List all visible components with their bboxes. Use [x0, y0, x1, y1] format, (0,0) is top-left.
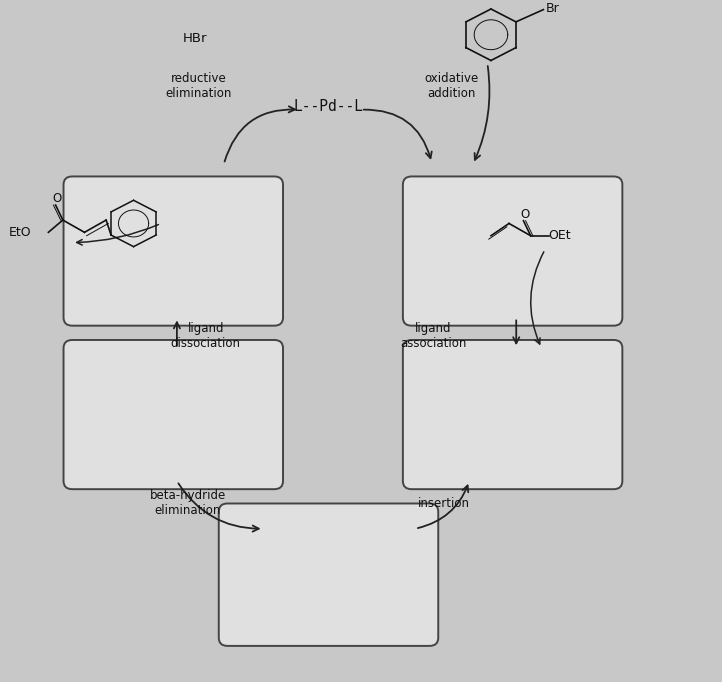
Text: HBr: HBr: [183, 31, 207, 44]
FancyArrowPatch shape: [474, 66, 490, 160]
Text: ligand
association: ligand association: [400, 322, 466, 350]
FancyBboxPatch shape: [64, 340, 283, 489]
FancyArrowPatch shape: [531, 252, 544, 344]
Text: oxidative
addition: oxidative addition: [424, 72, 479, 100]
FancyBboxPatch shape: [403, 340, 622, 489]
FancyArrowPatch shape: [418, 486, 469, 528]
FancyBboxPatch shape: [403, 177, 622, 326]
Text: O: O: [521, 208, 529, 221]
Text: OEt: OEt: [549, 229, 571, 242]
Text: L--Pd--L: L--Pd--L: [294, 99, 363, 114]
Text: beta-hydride
elimination: beta-hydride elimination: [149, 490, 226, 518]
FancyArrowPatch shape: [178, 484, 258, 532]
FancyArrowPatch shape: [77, 224, 158, 245]
Text: insertion: insertion: [418, 497, 470, 510]
FancyArrowPatch shape: [174, 323, 180, 345]
FancyBboxPatch shape: [219, 503, 438, 646]
FancyBboxPatch shape: [64, 177, 283, 326]
Text: O: O: [53, 192, 61, 205]
FancyArrowPatch shape: [225, 106, 295, 162]
Text: ligand
dissociation: ligand dissociation: [171, 322, 240, 350]
Text: reductive
elimination: reductive elimination: [165, 72, 232, 100]
FancyArrowPatch shape: [513, 321, 519, 343]
FancyArrowPatch shape: [364, 110, 432, 158]
Text: EtO: EtO: [9, 226, 31, 239]
Text: Br: Br: [546, 2, 560, 15]
